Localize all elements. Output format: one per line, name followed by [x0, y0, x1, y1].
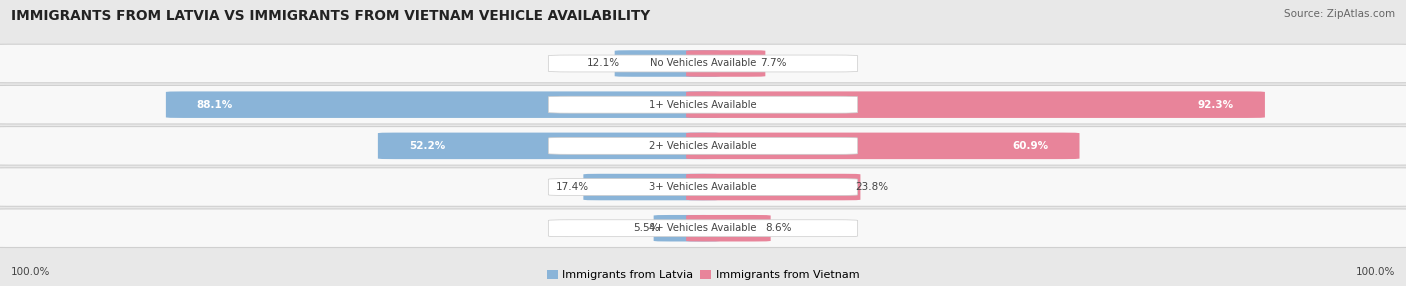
- FancyBboxPatch shape: [548, 178, 858, 196]
- Text: 12.1%: 12.1%: [588, 59, 620, 68]
- Text: 5.5%: 5.5%: [633, 223, 659, 233]
- FancyBboxPatch shape: [0, 86, 1406, 124]
- FancyBboxPatch shape: [548, 55, 858, 72]
- Text: 23.8%: 23.8%: [855, 182, 889, 192]
- FancyBboxPatch shape: [548, 220, 858, 237]
- Text: 2+ Vehicles Available: 2+ Vehicles Available: [650, 141, 756, 151]
- FancyBboxPatch shape: [166, 92, 720, 118]
- Text: 60.9%: 60.9%: [1012, 141, 1049, 151]
- FancyBboxPatch shape: [614, 50, 720, 77]
- FancyBboxPatch shape: [548, 137, 858, 154]
- FancyBboxPatch shape: [686, 215, 770, 241]
- FancyBboxPatch shape: [686, 174, 860, 200]
- Text: No Vehicles Available: No Vehicles Available: [650, 59, 756, 68]
- Text: 88.1%: 88.1%: [197, 100, 233, 110]
- FancyBboxPatch shape: [0, 127, 1406, 165]
- Text: 17.4%: 17.4%: [555, 182, 589, 192]
- FancyBboxPatch shape: [0, 168, 1406, 206]
- Text: IMMIGRANTS FROM LATVIA VS IMMIGRANTS FROM VIETNAM VEHICLE AVAILABILITY: IMMIGRANTS FROM LATVIA VS IMMIGRANTS FRO…: [11, 9, 651, 23]
- FancyBboxPatch shape: [0, 44, 1406, 83]
- FancyBboxPatch shape: [0, 209, 1406, 247]
- Text: 92.3%: 92.3%: [1198, 100, 1234, 110]
- Legend: Immigrants from Latvia, Immigrants from Vietnam: Immigrants from Latvia, Immigrants from …: [547, 270, 859, 281]
- Text: 1+ Vehicles Available: 1+ Vehicles Available: [650, 100, 756, 110]
- FancyBboxPatch shape: [548, 96, 858, 113]
- Text: Source: ZipAtlas.com: Source: ZipAtlas.com: [1284, 9, 1395, 19]
- FancyBboxPatch shape: [686, 92, 1265, 118]
- Text: 8.6%: 8.6%: [765, 223, 792, 233]
- Text: 3+ Vehicles Available: 3+ Vehicles Available: [650, 182, 756, 192]
- FancyBboxPatch shape: [654, 215, 720, 241]
- Text: 4+ Vehicles Available: 4+ Vehicles Available: [650, 223, 756, 233]
- FancyBboxPatch shape: [686, 133, 1080, 159]
- FancyBboxPatch shape: [583, 174, 720, 200]
- Text: 52.2%: 52.2%: [409, 141, 446, 151]
- Text: 100.0%: 100.0%: [11, 267, 51, 277]
- FancyBboxPatch shape: [686, 50, 765, 77]
- Text: 100.0%: 100.0%: [1355, 267, 1395, 277]
- FancyBboxPatch shape: [378, 133, 720, 159]
- Text: 7.7%: 7.7%: [759, 59, 786, 68]
